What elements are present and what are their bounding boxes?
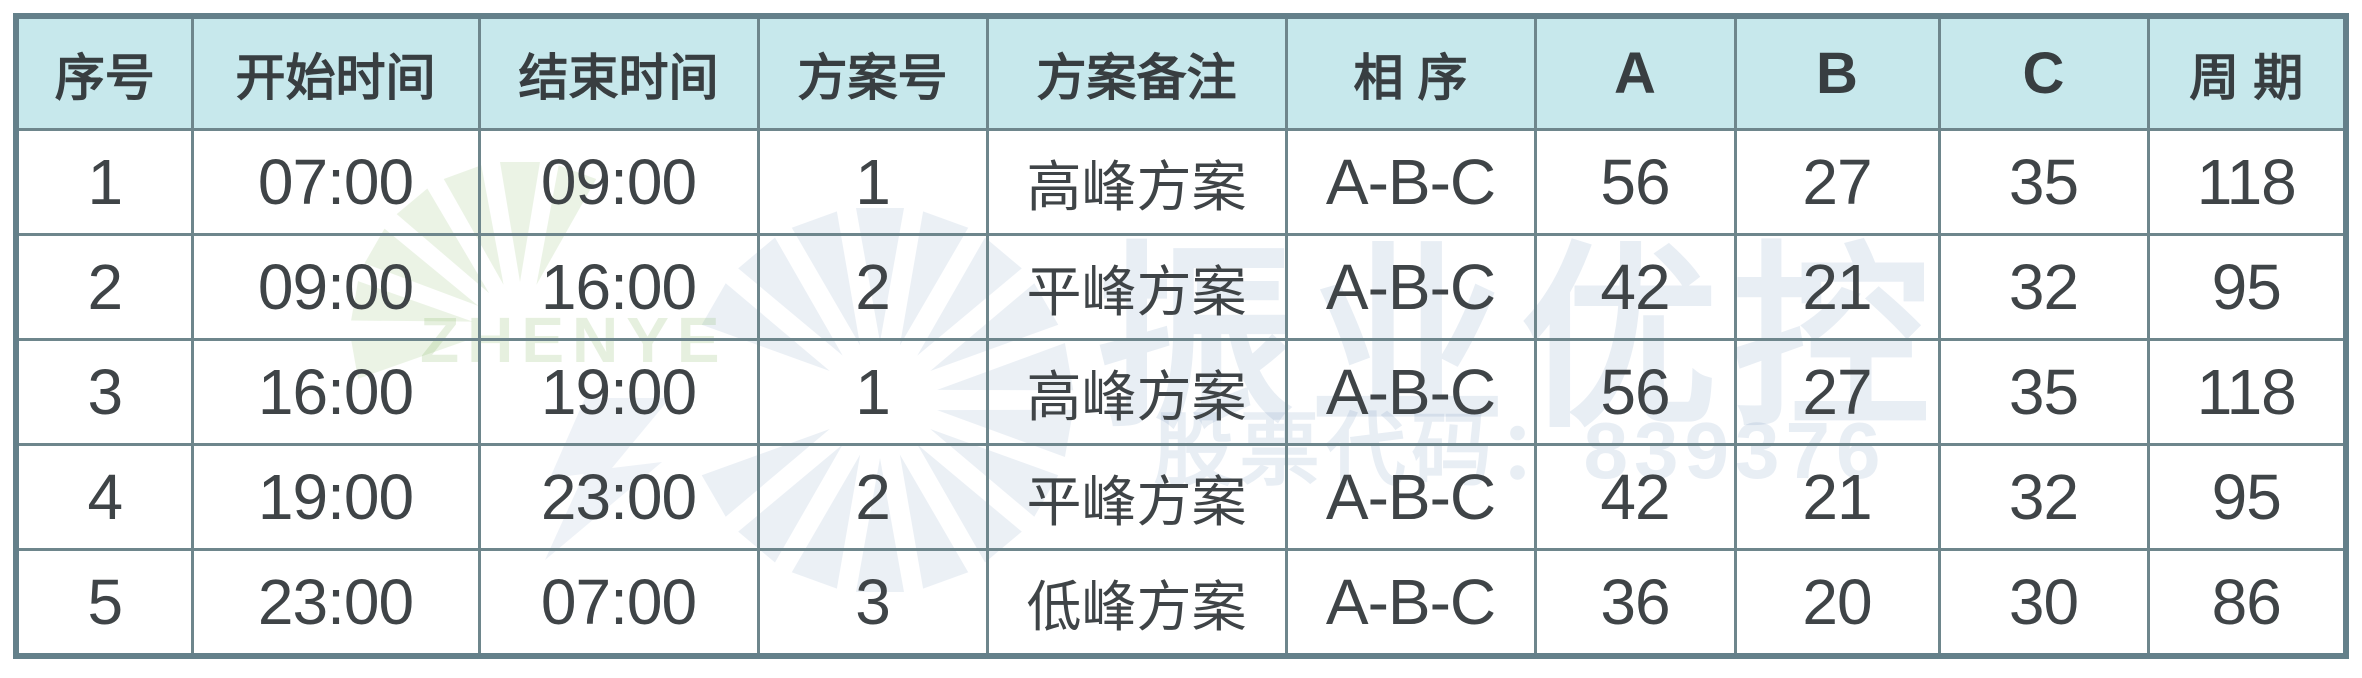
cell-end-time: 23:00	[477, 443, 760, 551]
cell-phase-sequence: A-B-C	[1284, 233, 1537, 341]
cell-c: 35	[1937, 128, 2150, 236]
cell-start-time: 09:00	[190, 233, 481, 341]
table-row: 4 19:00 23:00 2 平峰方案 A-B-C 42 21 32 95	[14, 443, 2348, 551]
table-row: 5 23:00 07:00 3 低峰方案 A-B-C 36 20 30 86	[14, 548, 2348, 658]
cell-plan-note: 平峰方案	[985, 233, 1288, 341]
table-row: 2 09:00 16:00 2 平峰方案 A-B-C 42 21 32 95	[14, 233, 2348, 341]
cell-phase-sequence: A-B-C	[1284, 548, 1537, 658]
cell-phase-sequence: A-B-C	[1284, 128, 1537, 236]
cell-a: 56	[1533, 128, 1737, 236]
column-header-phase-sequence: 相 序	[1284, 14, 1537, 131]
cell-index: 2	[14, 233, 194, 341]
column-header-end-time: 结束时间	[477, 14, 760, 131]
cell-plan-no: 1	[756, 338, 989, 446]
table-row: 1 07:00 09:00 1 高峰方案 A-B-C 56 27 35 118	[14, 128, 2348, 236]
cell-c: 32	[1937, 233, 2150, 341]
column-header-index: 序号	[14, 14, 194, 131]
cell-plan-no: 1	[756, 128, 989, 236]
cell-b: 21	[1733, 443, 1941, 551]
cell-cycle: 95	[2146, 443, 2348, 551]
cell-plan-no: 2	[756, 443, 989, 551]
cell-cycle: 95	[2146, 233, 2348, 341]
cell-a: 56	[1533, 338, 1737, 446]
cell-plan-note: 平峰方案	[985, 443, 1288, 551]
cell-b: 20	[1733, 548, 1941, 658]
cell-index: 1	[14, 128, 194, 236]
column-header-start-time: 开始时间	[190, 14, 481, 131]
cell-b: 27	[1733, 338, 1941, 446]
column-header-plan-note: 方案备注	[985, 14, 1288, 131]
cell-plan-note: 高峰方案	[985, 128, 1288, 236]
cell-b: 21	[1733, 233, 1941, 341]
column-header-c: C	[1937, 14, 2150, 131]
cell-a: 36	[1533, 548, 1737, 658]
cell-start-time: 19:00	[190, 443, 481, 551]
cell-phase-sequence: A-B-C	[1284, 338, 1537, 446]
cell-c: 32	[1937, 443, 2150, 551]
cell-cycle: 86	[2146, 548, 2348, 658]
column-header-plan-no: 方案号	[756, 14, 989, 131]
column-header-cycle: 周 期	[2146, 14, 2348, 131]
cell-plan-note: 低峰方案	[985, 548, 1288, 658]
cell-c: 30	[1937, 548, 2150, 658]
cell-cycle: 118	[2146, 338, 2348, 446]
cell-c: 35	[1937, 338, 2150, 446]
cell-b: 27	[1733, 128, 1941, 236]
column-header-a: A	[1533, 14, 1737, 131]
cell-a: 42	[1533, 443, 1737, 551]
cell-end-time: 09:00	[477, 128, 760, 236]
cell-cycle: 118	[2146, 128, 2348, 236]
cell-end-time: 07:00	[477, 548, 760, 658]
cell-plan-no: 2	[756, 233, 989, 341]
timing-plan-table: 序号 开始时间 结束时间 方案号 方案备注 相 序 A B C 周 期 1 07…	[13, 13, 2349, 659]
cell-phase-sequence: A-B-C	[1284, 443, 1537, 551]
cell-index: 3	[14, 338, 194, 446]
cell-index: 4	[14, 443, 194, 551]
cell-start-time: 16:00	[190, 338, 481, 446]
column-header-b: B	[1733, 14, 1941, 131]
cell-start-time: 23:00	[190, 548, 481, 658]
cell-end-time: 19:00	[477, 338, 760, 446]
cell-end-time: 16:00	[477, 233, 760, 341]
header-row: 序号 开始时间 结束时间 方案号 方案备注 相 序 A B C 周 期	[14, 14, 2348, 131]
cell-plan-note: 高峰方案	[985, 338, 1288, 446]
cell-index: 5	[14, 548, 194, 658]
table-row: 3 16:00 19:00 1 高峰方案 A-B-C 56 27 35 118	[14, 338, 2348, 446]
cell-start-time: 07:00	[190, 128, 481, 236]
cell-a: 42	[1533, 233, 1737, 341]
cell-plan-no: 3	[756, 548, 989, 658]
